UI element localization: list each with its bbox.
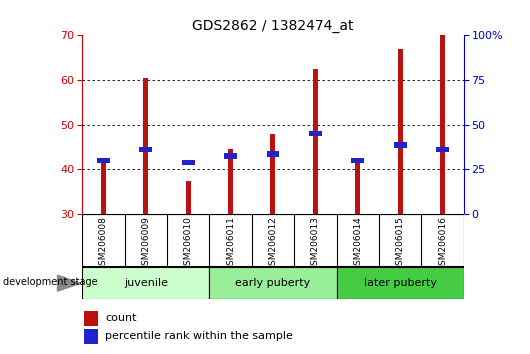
Text: GSM206013: GSM206013 [311,216,320,271]
Bar [186,181,191,214]
Bar [309,131,322,136]
Bar [394,142,407,148]
Text: GSM206015: GSM206015 [396,216,404,271]
Text: GSM206010: GSM206010 [184,216,192,271]
Text: GSM206016: GSM206016 [438,216,447,271]
Bar [313,69,318,214]
Bar [182,160,195,165]
Bar [228,149,233,214]
Text: GSM206011: GSM206011 [226,216,235,271]
Bar [440,35,445,214]
Title: GDS2862 / 1382474_at: GDS2862 / 1382474_at [192,19,354,33]
Bar [337,267,464,299]
Bar [143,78,148,214]
Bar [209,267,337,299]
Text: GSM206014: GSM206014 [354,216,362,270]
Text: GSM206008: GSM206008 [99,216,108,271]
Bar [97,158,110,163]
Bar [270,134,276,214]
Text: percentile rank within the sample: percentile rank within the sample [105,331,293,341]
Text: later puberty: later puberty [364,278,437,288]
Bar [355,163,360,214]
Polygon shape [57,275,81,291]
Bar [101,163,106,214]
Text: count: count [105,313,137,323]
Text: GSM206012: GSM206012 [269,216,277,270]
Bar [224,153,237,159]
Bar [84,311,98,326]
Bar [436,147,449,152]
Text: early puberty: early puberty [235,278,311,288]
Bar [398,49,403,214]
Bar [351,158,364,163]
Bar [84,329,98,344]
Text: development stage: development stage [3,276,98,287]
Bar [267,151,279,156]
Text: juvenile: juvenile [123,278,168,288]
Text: GSM206009: GSM206009 [142,216,150,271]
Bar [82,267,209,299]
Bar [139,147,152,152]
